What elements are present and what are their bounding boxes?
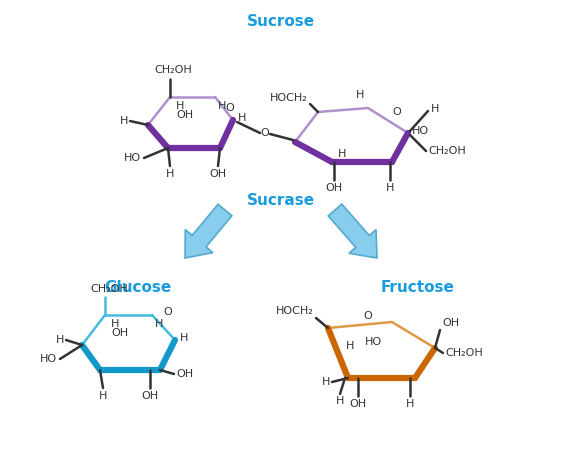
FancyArrow shape (185, 204, 232, 258)
Text: HO: HO (40, 354, 57, 364)
Text: O: O (261, 128, 269, 138)
Text: H: H (321, 377, 330, 387)
Text: CH₂OH: CH₂OH (428, 146, 466, 156)
Text: OH: OH (210, 169, 226, 179)
Text: HOCH₂: HOCH₂ (277, 306, 314, 316)
Text: H: H (356, 90, 364, 100)
Text: Fructose: Fructose (381, 280, 455, 295)
Text: Glucose: Glucose (105, 280, 171, 295)
Text: CH₂OH: CH₂OH (445, 348, 483, 358)
Text: H: H (238, 113, 246, 123)
Text: HO: HO (365, 337, 382, 347)
Text: H: H (346, 341, 354, 351)
Text: O: O (225, 103, 234, 113)
Text: H: H (386, 183, 394, 193)
Text: H: H (406, 399, 414, 409)
Text: H: H (120, 116, 128, 126)
Text: H: H (180, 333, 188, 343)
Text: H: H (155, 319, 164, 329)
Text: HOCH₂: HOCH₂ (270, 93, 308, 103)
Text: CH₂OH: CH₂OH (154, 65, 192, 75)
Text: OH: OH (176, 369, 193, 379)
Text: OH: OH (142, 391, 158, 401)
Text: H: H (166, 169, 174, 179)
Text: H: H (56, 335, 64, 345)
Text: H: H (431, 104, 439, 114)
FancyArrow shape (328, 204, 377, 258)
Text: OH: OH (442, 318, 459, 328)
Text: OH: OH (350, 399, 366, 409)
Text: Sucrase: Sucrase (247, 193, 315, 208)
Text: OH: OH (111, 328, 128, 338)
Text: H: H (218, 101, 226, 111)
Text: H: H (176, 101, 184, 111)
Text: O: O (163, 307, 172, 317)
Text: H: H (336, 396, 344, 406)
Text: Sucrose: Sucrose (247, 14, 315, 29)
Text: O: O (392, 107, 401, 117)
Text: O: O (364, 311, 373, 321)
Text: HO: HO (124, 153, 141, 163)
Text: CH₂OH: CH₂OH (90, 284, 128, 294)
Text: OH: OH (176, 110, 193, 120)
Text: HO: HO (412, 126, 429, 136)
Text: H: H (338, 149, 346, 159)
Text: H: H (111, 319, 119, 329)
Text: H: H (99, 391, 107, 401)
Text: OH: OH (325, 183, 343, 193)
